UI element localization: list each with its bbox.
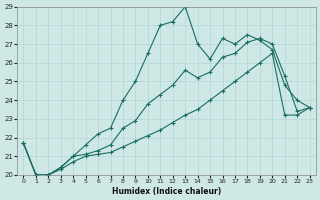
X-axis label: Humidex (Indice chaleur): Humidex (Indice chaleur) — [112, 187, 221, 196]
